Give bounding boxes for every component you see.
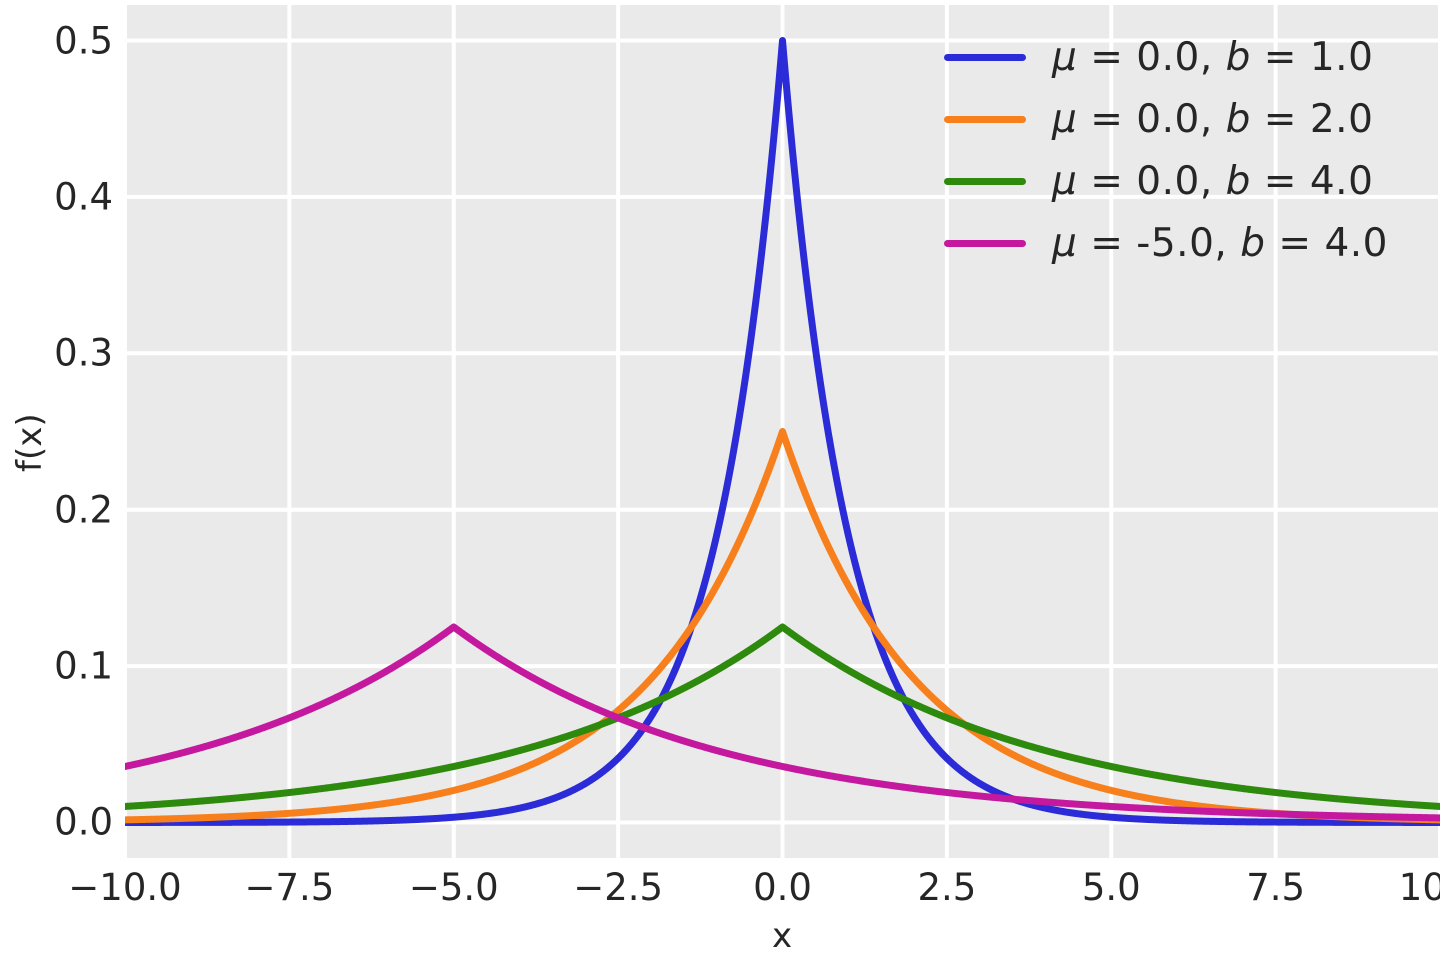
legend-label: μ = 0.0, b = 4.0 xyxy=(1052,158,1374,204)
legend-item[interactable]: μ = 0.0, b = 1.0 xyxy=(944,26,1388,88)
x-tick-label: 0.0 xyxy=(753,866,812,909)
y-tick-label: 0.2 xyxy=(54,488,113,532)
x-tick-label: −7.5 xyxy=(244,866,335,909)
legend-b-symbol: b xyxy=(1225,34,1251,80)
legend-item[interactable]: μ = 0.0, b = 2.0 xyxy=(944,88,1388,150)
series-line-mu-neg5-b-4 xyxy=(125,623,1440,822)
legend-label: μ = 0.0, b = 1.0 xyxy=(1052,34,1374,80)
x-tick-label: −5.0 xyxy=(408,866,499,909)
legend-color-swatch xyxy=(944,177,1026,185)
series-line-mu-0-b-4 xyxy=(125,623,1440,810)
legend-mu-symbol: μ xyxy=(1052,158,1078,204)
y-tick-label: 0.5 xyxy=(54,19,113,62)
x-tick-label: −10.0 xyxy=(68,866,182,909)
series-line-mu-0-b-1 xyxy=(125,37,1440,826)
x-tick-label: −2.5 xyxy=(573,866,664,909)
y-tick-label: 0.1 xyxy=(54,644,113,688)
y-tick-label: 0.4 xyxy=(54,175,113,219)
x-axis-label: x xyxy=(771,916,793,956)
chart-legend: μ = 0.0, b = 1.0 μ = 0.0, b = 2.0 μ = 0.0,… xyxy=(944,26,1388,274)
y-tick-label: 0.3 xyxy=(54,331,113,375)
legend-mu-symbol: μ xyxy=(1052,34,1078,80)
legend-label: μ = 0.0, b = 2.0 xyxy=(1052,96,1374,142)
legend-mu-symbol: μ xyxy=(1052,220,1078,266)
x-tick-label: 2.5 xyxy=(917,866,977,909)
legend-color-swatch xyxy=(944,53,1026,61)
plot-area xyxy=(125,5,1440,858)
legend-mu-symbol: μ xyxy=(1052,96,1078,142)
legend-b-symbol: b xyxy=(1225,158,1251,204)
y-tick-label: 0.0 xyxy=(54,800,113,844)
legend-label: μ = -5.0, b = 4.0 xyxy=(1052,220,1388,266)
legend-item[interactable]: μ = 0.0, b = 4.0 xyxy=(944,150,1388,212)
legend-b-symbol: b xyxy=(1225,96,1251,142)
legend-b-symbol: b xyxy=(1240,220,1266,266)
legend-item[interactable]: μ = -5.0, b = 4.0 xyxy=(944,212,1388,274)
data-series-layer xyxy=(125,37,1440,826)
y-axis-label: f(x) xyxy=(10,413,50,472)
legend-color-swatch xyxy=(944,239,1026,247)
x-tick-label: 10.0 xyxy=(1398,866,1440,909)
x-tick-label: 5.0 xyxy=(1081,866,1141,909)
x-tick-label: 7.5 xyxy=(1246,866,1306,909)
legend-color-swatch xyxy=(944,115,1026,123)
